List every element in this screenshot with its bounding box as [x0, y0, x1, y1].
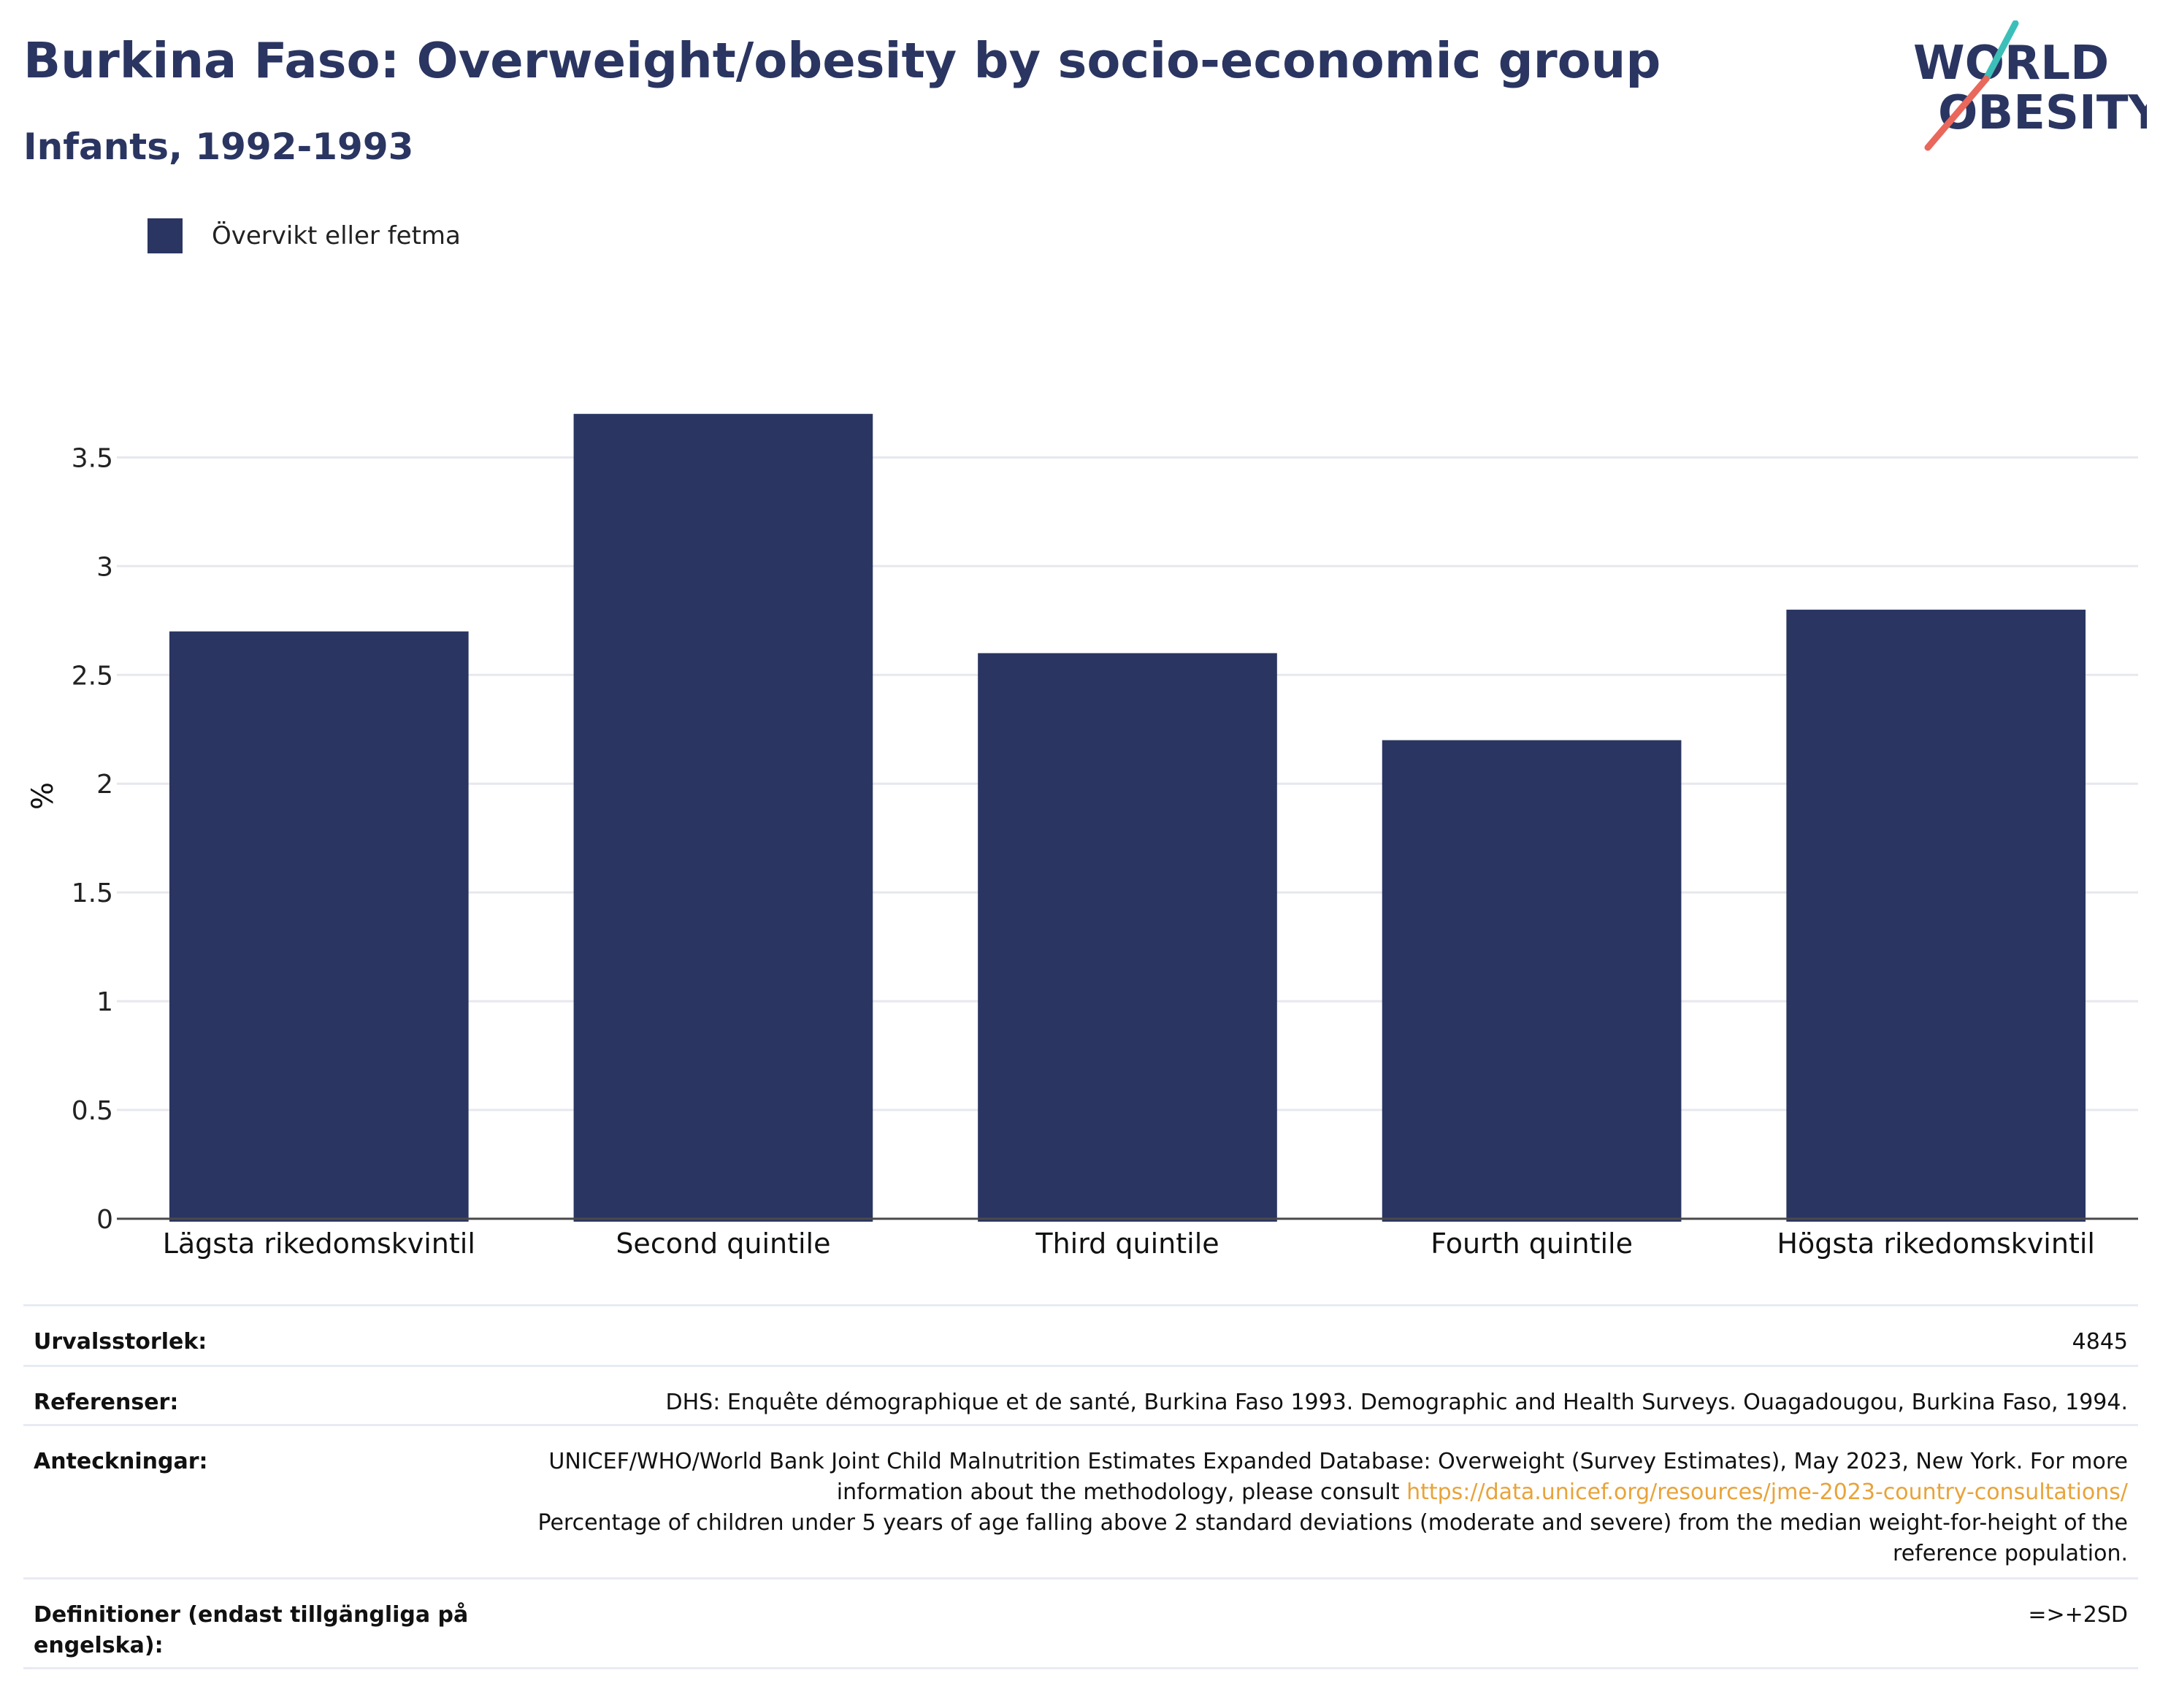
y-tick-label: 1.5 [72, 878, 113, 908]
bar [978, 653, 1277, 1222]
chart-subtitle: Infants, 1992-1993 [23, 126, 414, 168]
notes-row: Anteckningar: UNICEF/WHO/World Bank Join… [23, 1424, 2138, 1577]
y-tick-label: 0 [96, 1205, 113, 1235]
y-tick-label: 2.5 [72, 661, 113, 691]
bar [573, 413, 873, 1222]
definitions-value: =>+2SD [2028, 1602, 2128, 1628]
chart-legend: Övervikt eller fetma [148, 216, 461, 256]
methodology-link[interactable]: https://data.unicef.org/resources/jme-20… [1406, 1479, 2128, 1505]
chart-title: Burkina Faso: Overweight/obesity by soci… [23, 32, 1661, 89]
y-tick-label: 1 [96, 987, 113, 1017]
x-category-label: Third quintile [1035, 1228, 1219, 1260]
y-tick-label: 3 [96, 552, 113, 582]
x-category-label: Second quintile [616, 1228, 830, 1260]
references-value: DHS: Enquête démographique et de santé, … [665, 1390, 2129, 1415]
world-obesity-logo: WORLD OBESITY [1913, 20, 2147, 151]
notes-value: UNICEF/WHO/World Bank Joint Child Malnut… [492, 1447, 2128, 1569]
definitions-label: Definitioner (endast tillgängliga på eng… [34, 1602, 469, 1658]
info-table: Urvalsstorlek: 4845 Referenser: DHS: Enq… [23, 1304, 2138, 1669]
references-row: Referenser: DHS: Enquête démographique e… [23, 1365, 2138, 1424]
y-axis-label: % [26, 782, 60, 810]
logo-word-world: WORLD [1913, 37, 2109, 91]
bar-chart: 0 0.5 1 1.5 2 2.5 3 3.5 Lägsta rikedomskvintil S… [26, 413, 2138, 1260]
sample-size-row: Urvalsstorlek: 4845 [23, 1304, 2138, 1365]
y-tick-label: 2 [96, 770, 113, 800]
bar [1382, 740, 1682, 1222]
definitions-row: Definitioner (endast tillgängliga på eng… [23, 1577, 2138, 1669]
x-category-label: Högsta rikedomskvintil [1777, 1228, 2095, 1260]
legend-swatch [148, 218, 183, 253]
logo-coral-slash [1924, 75, 1990, 151]
notes-text: UNICEF/WHO/World Bank Joint Child Malnut… [548, 1449, 2128, 1505]
notes-label: Anteckningar: [34, 1449, 208, 1474]
x-category-label: Lägsta rikedomskvintil [163, 1228, 475, 1260]
sample-size-label: Urvalsstorlek: [34, 1329, 207, 1355]
y-tick-label: 0.5 [72, 1096, 113, 1126]
y-tick-label: 3.5 [72, 443, 113, 473]
logo-teal-slash [1983, 20, 2019, 83]
x-category-label: Fourth quintile [1431, 1228, 1633, 1260]
legend-label: Övervikt eller fetma [212, 221, 461, 250]
notes-definition-text: Percentage of children under 5 years of … [537, 1510, 2128, 1566]
bar [1786, 609, 2086, 1222]
x-axis-categories: Lägsta rikedomskvintil Second quintile Thi… [163, 1228, 2095, 1260]
bar [169, 631, 469, 1222]
references-label: Referenser: [34, 1390, 179, 1415]
y-axis-ticks: 0 0.5 1 1.5 2 2.5 3 3.5 [72, 443, 113, 1235]
bars [169, 413, 2086, 1222]
sample-size-value: 4845 [2072, 1329, 2128, 1355]
